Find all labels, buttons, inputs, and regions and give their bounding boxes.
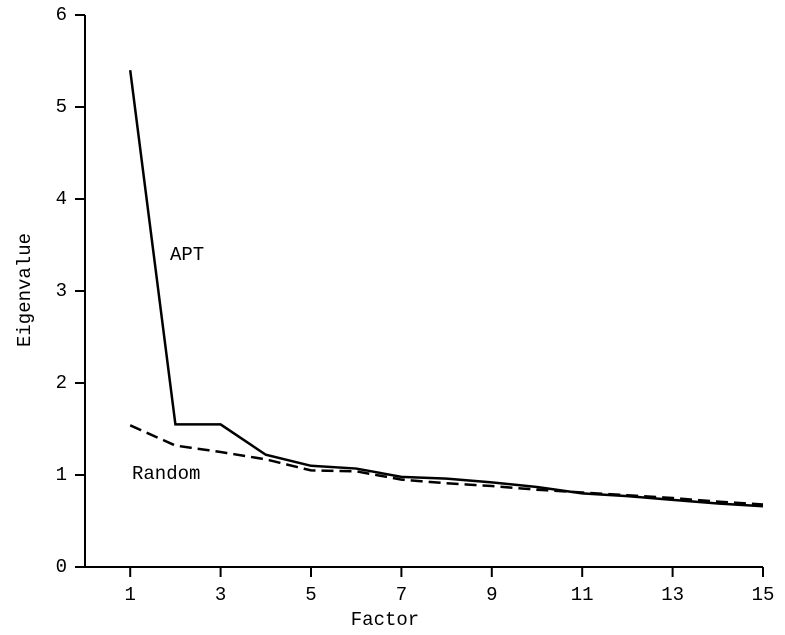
y-tick-label: 0 (56, 556, 67, 578)
y-tick-label: 3 (56, 280, 67, 302)
y-axis-label: Eigenvalue (14, 233, 36, 347)
x-tick-label: 11 (571, 584, 594, 606)
y-tick-label: 2 (56, 372, 67, 394)
x-axis-label: Factor (351, 609, 419, 631)
series-line (129, 424, 764, 506)
x-tick-label: 5 (305, 584, 316, 606)
x-tick-label: 9 (486, 584, 497, 606)
y-tick-label: 6 (56, 4, 67, 26)
series-annotation: Random (132, 463, 200, 485)
series-line (128, 70, 764, 508)
x-tick-label: 7 (396, 584, 407, 606)
y-tick-label: 5 (56, 96, 67, 118)
x-tick-label: 13 (661, 584, 684, 606)
y-tick-label: 1 (56, 464, 67, 486)
x-tick-label: 1 (124, 584, 135, 606)
x-tick-label: 15 (752, 584, 775, 606)
x-tick-label: 3 (215, 584, 226, 606)
series-annotation: APT (170, 244, 204, 266)
y-tick-label: 4 (56, 188, 67, 210)
